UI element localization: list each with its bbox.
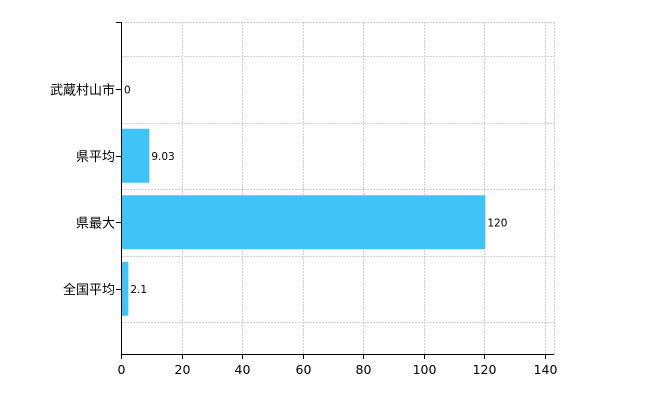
- labels: 0 20 40 60 80 100 120 140 武蔵村山市 0 県平均 9.03 県最大 120 全国平…: [50, 82, 557, 377]
- bar: [122, 195, 486, 250]
- category-label: 全国平均: [63, 282, 115, 298]
- x-tick-label: 140: [534, 362, 558, 377]
- data-label: 0: [124, 84, 131, 96]
- x-tick-label: 60: [296, 362, 312, 377]
- x-tick-label: 0: [118, 362, 126, 377]
- x-tick-label: 80: [356, 362, 372, 377]
- category-label: 県平均: [76, 150, 115, 165]
- data-label: 2.1: [130, 284, 147, 296]
- bars: [122, 128, 486, 316]
- x-tick-label: 100: [413, 362, 437, 377]
- bar: [122, 128, 150, 183]
- data-label: 120: [487, 217, 507, 229]
- x-tick-label: 120: [473, 362, 497, 377]
- grid-lines: [121, 22, 555, 354]
- data-label: 9.03: [151, 151, 174, 163]
- x-tick-label: 40: [235, 362, 251, 377]
- bar: [122, 261, 129, 316]
- category-label: 武蔵村山市: [50, 82, 115, 98]
- x-tick-label: 20: [175, 362, 191, 377]
- axes: [116, 22, 554, 359]
- category-label: 県最大: [76, 216, 115, 231]
